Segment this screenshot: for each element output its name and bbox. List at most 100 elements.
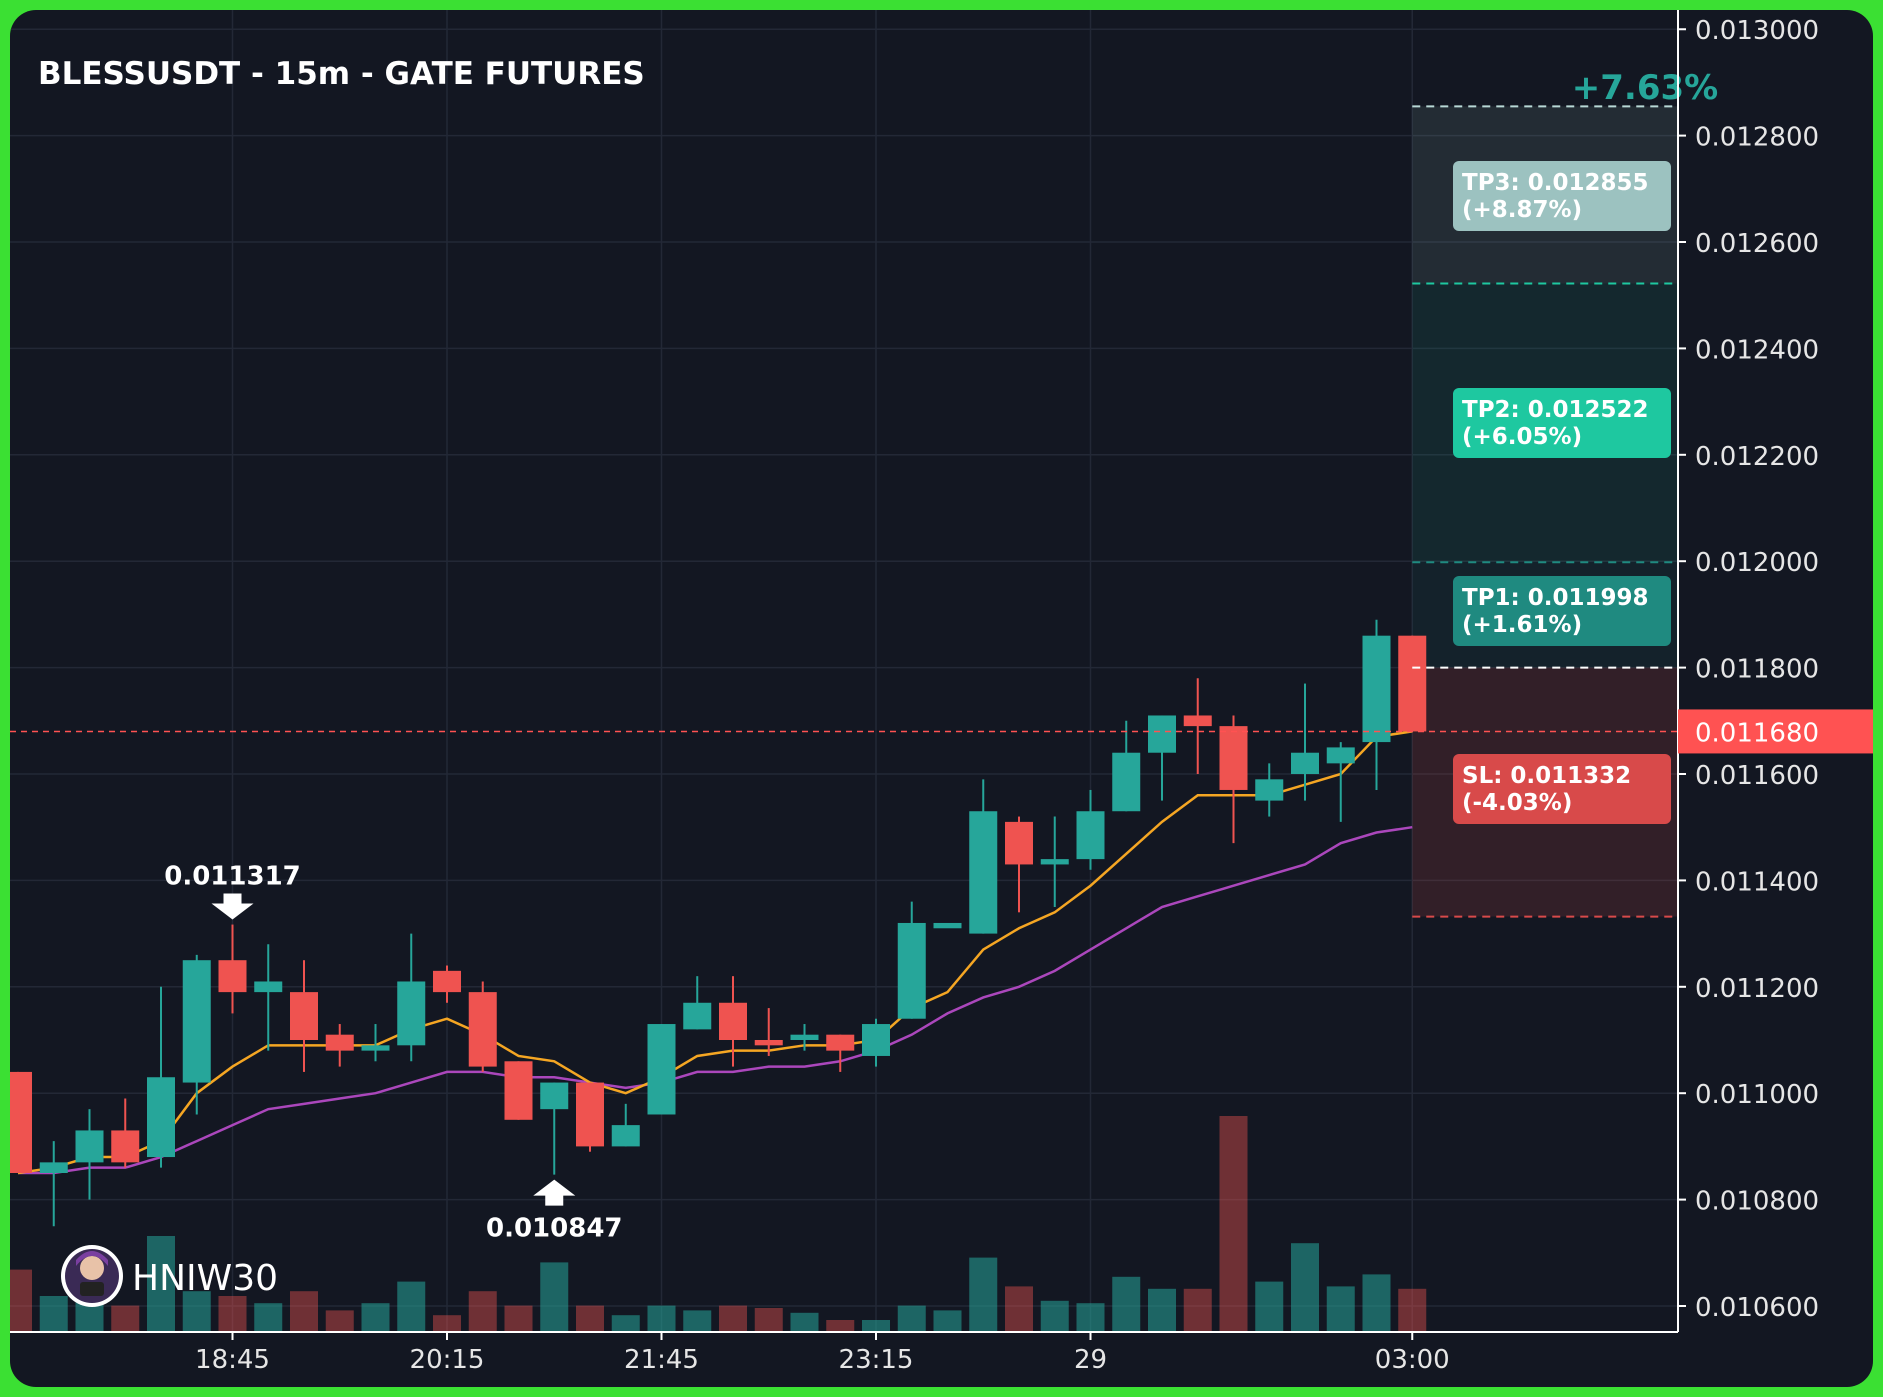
volume-bar [361, 1303, 390, 1332]
y-tick-label: 0.011000 [1695, 1080, 1819, 1110]
tp2-label-box [1453, 388, 1671, 458]
y-tick-label: 0.010600 [1695, 1293, 1819, 1323]
candle [75, 1109, 104, 1200]
candle [1005, 816, 1033, 913]
candle-body [182, 960, 211, 1083]
volume-bar [790, 1312, 819, 1332]
candle-body [468, 992, 497, 1067]
candle [1291, 683, 1319, 801]
volume-bar [1219, 1116, 1248, 1332]
tp3-label-text: TP3: 0.012855 [1462, 170, 1649, 196]
tp3-label-pct: (+8.87%) [1462, 197, 1582, 223]
trade-levels: TP3: 0.012855(+8.87%) TP2: 0.012522(+6.05… [10, 68, 1718, 918]
high-price-label: 0.011317 [164, 862, 301, 892]
tp1-label-box [1453, 576, 1671, 646]
candle-body [826, 1034, 855, 1051]
candle [790, 1024, 819, 1051]
volume-bar [1112, 1276, 1141, 1332]
y-tick-label: 0.013000 [1695, 16, 1819, 46]
watermark-handle: HNIW30 [132, 1258, 278, 1299]
candle-body [540, 1082, 569, 1110]
x-tick-label: 23:15 [839, 1345, 914, 1375]
current-price-label: 0.011680 [1695, 718, 1819, 748]
candle-body [218, 960, 247, 993]
candle [969, 779, 998, 934]
candle [647, 1024, 676, 1115]
candle-body [397, 981, 426, 1046]
ema-slow-line [18, 825, 1413, 1175]
volume-bar [969, 1257, 998, 1332]
volume-bar [254, 1303, 283, 1332]
y-tick-label: 0.011600 [1695, 761, 1819, 791]
volume-bar [540, 1262, 569, 1332]
candle-body [1148, 715, 1176, 753]
candle-body [361, 1045, 390, 1051]
volume-bar [1291, 1243, 1319, 1332]
sl-label: SL: 0.011332(-4.03%) [1453, 754, 1671, 824]
candle [683, 976, 712, 1030]
volume-bar [826, 1320, 855, 1332]
candle [10, 1071, 32, 1173]
candle-body [39, 1162, 68, 1173]
volume-bar [10, 1269, 32, 1332]
volume-bar [111, 1305, 140, 1332]
y-tick-label: 0.012400 [1695, 335, 1819, 365]
candle-body [933, 922, 962, 929]
y-tick-label: 0.012600 [1695, 229, 1819, 259]
candle [933, 922, 962, 929]
candle-body [290, 992, 318, 1040]
sl-label-box [1453, 754, 1671, 824]
volume-bar [1255, 1281, 1284, 1332]
candle-body [862, 1024, 890, 1056]
chart-frame: TP3: 0.012855 (+8.87%) TP2: 0.012522 (+6.05… [10, 10, 1873, 1387]
candle [147, 986, 175, 1168]
volume-bar [933, 1310, 962, 1332]
candle-body [254, 981, 283, 993]
volume-bar [1183, 1288, 1212, 1332]
price-chart[interactable]: TP3: 0.012855(+8.87%) TP2: 0.012522(+6.05… [10, 10, 1873, 1387]
arrow-up-icon [533, 1179, 576, 1206]
tp3-label-box [1453, 161, 1671, 231]
candle-body [647, 1024, 676, 1115]
volume-bar [1076, 1303, 1105, 1332]
candle-body [325, 1034, 354, 1051]
candle [1148, 715, 1176, 801]
volume-bar [1148, 1288, 1176, 1332]
candle [39, 1141, 68, 1227]
volume-bar [647, 1305, 676, 1332]
volume-bar [433, 1315, 461, 1332]
candle [897, 901, 926, 1019]
x-tick-label: 29 [1074, 1345, 1107, 1375]
candle [1398, 635, 1427, 732]
candle-body [147, 1077, 175, 1158]
sl-label-pct: (-4.03%) [1462, 790, 1572, 816]
candle-body [1362, 635, 1391, 743]
candle-body [1005, 821, 1033, 865]
candle-body [1076, 811, 1105, 860]
tp1-label: TP1: 0.011998(+1.61%) [1453, 576, 1671, 646]
candle-body [683, 1002, 712, 1030]
candle [111, 1098, 140, 1168]
volume-bar [1040, 1300, 1069, 1332]
volume-bar [468, 1291, 497, 1332]
volume-bars [10, 1116, 1427, 1332]
volume-bar [39, 1296, 68, 1332]
axes: 0.010600 0.010800 0.011000 0.011200 0.011400… [10, 10, 1873, 1375]
x-tick-label: 20:15 [410, 1345, 485, 1375]
candle-body [75, 1130, 104, 1163]
tp1-label-pct: (+1.61%) [1462, 612, 1582, 638]
candle [397, 933, 426, 1062]
candle-body [897, 922, 926, 1019]
volume-bar [504, 1305, 533, 1332]
tp2-label-pct: (+6.05%) [1462, 424, 1582, 450]
volume-bar [683, 1310, 712, 1332]
candle [290, 960, 318, 1072]
volume-bar [325, 1310, 354, 1332]
volume-bar [611, 1315, 640, 1332]
candle [1040, 816, 1069, 907]
candle [361, 1024, 390, 1062]
volume-bar [754, 1308, 783, 1332]
candle [433, 965, 461, 1003]
candle-body [790, 1034, 819, 1040]
candle-body [1326, 747, 1355, 764]
